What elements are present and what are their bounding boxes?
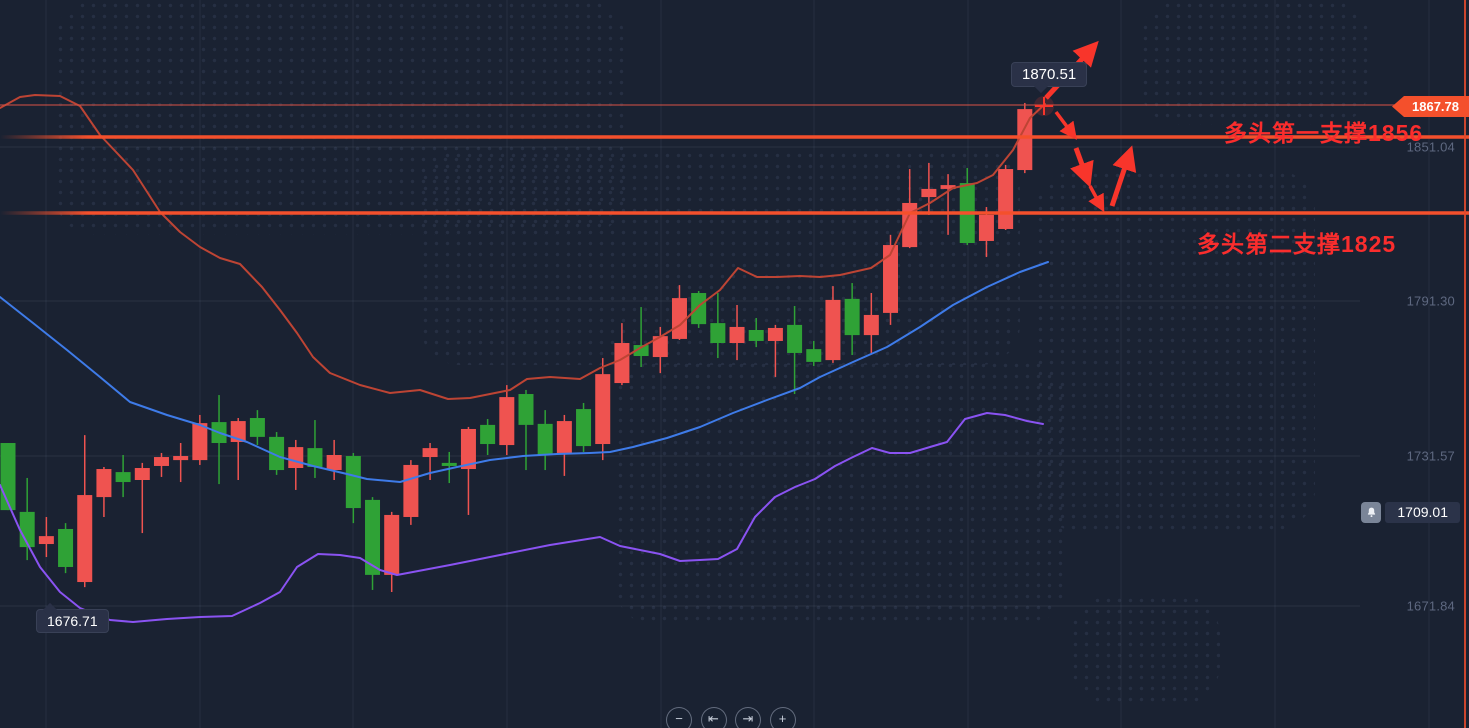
candle-body xyxy=(173,456,189,461)
candle-body xyxy=(883,245,899,313)
candle-body xyxy=(576,409,592,447)
candle-body xyxy=(403,464,419,517)
candle-body xyxy=(249,418,265,437)
candle-body xyxy=(345,456,361,509)
candle-body xyxy=(77,495,93,583)
candle-body xyxy=(134,468,150,480)
middle-band xyxy=(0,261,1049,483)
candle-body xyxy=(691,293,707,325)
scroll-end-button[interactable]: ⇥ xyxy=(735,707,761,728)
candle-body xyxy=(787,324,803,353)
candle-body xyxy=(441,462,457,466)
high-price-tooltip: 1870.51 xyxy=(1011,62,1088,94)
candle-body xyxy=(844,298,860,336)
candle-body xyxy=(595,374,611,445)
candle-body xyxy=(192,423,208,461)
candle-body xyxy=(115,472,131,483)
support2-annotation: 多头第二支撑1825 xyxy=(1197,231,1397,257)
high-price-value: 1870.51 xyxy=(1022,66,1077,83)
candle-body xyxy=(729,326,745,344)
candle-body xyxy=(633,345,649,357)
candle-body xyxy=(460,428,476,470)
lower-band xyxy=(0,412,1044,623)
candle-body xyxy=(518,394,534,425)
support-line[interactable] xyxy=(0,135,1469,139)
candle-body xyxy=(96,469,112,498)
candle-body xyxy=(153,457,169,466)
price-tick-label: 1851.04 xyxy=(1406,139,1455,155)
price-tick-label: 1791.30 xyxy=(1406,293,1455,309)
candle-body xyxy=(0,443,16,511)
arrow-bounce-up[interactable] xyxy=(1109,145,1137,207)
bell-icon xyxy=(1367,507,1376,518)
candle-body xyxy=(307,448,323,467)
alert-bell-button[interactable] xyxy=(1361,502,1382,523)
candle-body xyxy=(998,169,1014,229)
arrow-drop-1[interactable] xyxy=(1070,147,1094,188)
candle-body xyxy=(537,423,553,455)
price-alert-row: 1709.01 xyxy=(1361,502,1460,523)
price-axis-border xyxy=(1464,0,1466,728)
support-line[interactable] xyxy=(0,211,1469,215)
zoom-out-button[interactable]: − xyxy=(666,707,692,728)
candle-body xyxy=(384,514,400,575)
candle-body xyxy=(288,447,304,469)
candle-body xyxy=(269,436,285,471)
candle-body xyxy=(652,336,668,358)
price-tick-label: 1671.84 xyxy=(1406,598,1455,614)
candle-body xyxy=(767,327,783,341)
upper-band xyxy=(0,94,1046,400)
candle-body xyxy=(1017,109,1033,171)
candle-body xyxy=(710,323,726,344)
arrow-pullback-small[interactable] xyxy=(1054,110,1077,140)
current-price-tag: 1867.78 xyxy=(1392,96,1469,117)
candle-body xyxy=(748,330,764,341)
candle-body xyxy=(671,298,687,339)
arrow-drop-2[interactable] xyxy=(1088,185,1105,213)
price-tick-label: 1731.57 xyxy=(1406,448,1455,464)
candle-body xyxy=(863,314,879,336)
candle-body xyxy=(825,299,841,361)
candle-body xyxy=(422,448,438,458)
candle-body xyxy=(921,188,937,198)
candle-body xyxy=(978,214,994,241)
alert-price-label[interactable]: 1709.01 xyxy=(1385,502,1460,523)
low-price-value: 1676.71 xyxy=(47,613,98,629)
zoom-in-button[interactable]: + xyxy=(769,707,796,728)
candle-body xyxy=(58,528,74,567)
candle-body xyxy=(940,185,956,189)
scroll-start-button[interactable]: ⇤ xyxy=(700,707,727,728)
support1-annotation: 多头第一支撑1856 xyxy=(1224,120,1424,146)
candle-body xyxy=(480,424,496,445)
candle-body xyxy=(230,421,246,442)
candle-body xyxy=(499,397,515,446)
candle-body xyxy=(806,349,822,362)
candle-body xyxy=(365,499,381,575)
candle-body xyxy=(556,421,572,453)
candle-body xyxy=(38,536,54,545)
low-price-tooltip: 1676.71 xyxy=(36,602,109,633)
candle-body xyxy=(326,455,342,471)
candle-body xyxy=(614,343,630,384)
